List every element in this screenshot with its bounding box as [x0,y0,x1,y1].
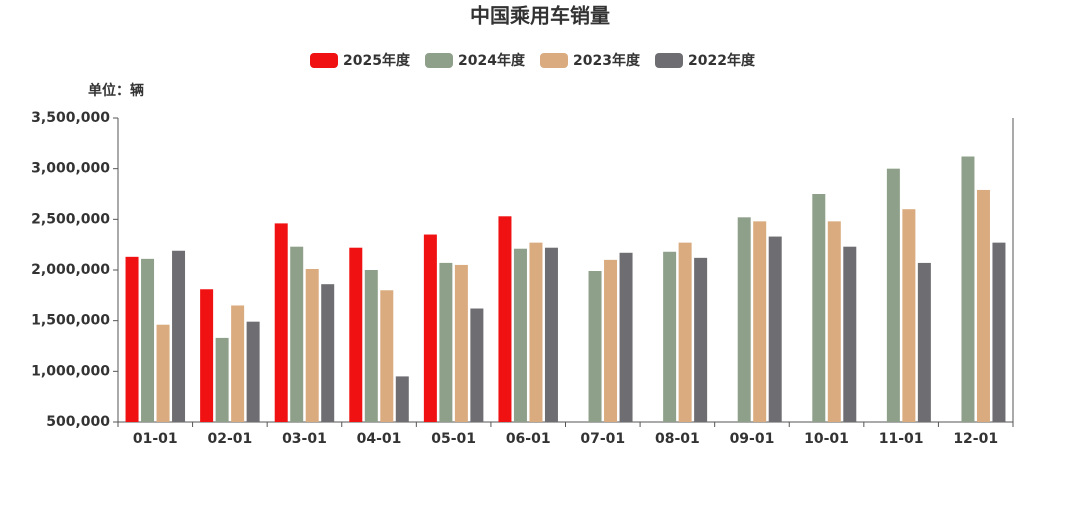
bar [513,248,527,422]
bar [290,246,304,422]
bar [231,305,245,422]
bar [961,156,975,423]
y-tick-label: 2,500,000 [31,211,110,227]
bar [439,262,453,422]
bar [349,247,363,422]
x-tick-label: 05-01 [431,431,476,447]
bar [619,252,633,422]
x-tick-label: 12-01 [953,431,998,447]
bar [529,242,543,422]
legend-swatch [310,53,338,68]
legend-label: 2025年度 [343,52,411,69]
bar [395,376,409,422]
bar [141,258,155,422]
x-tick-label: 03-01 [282,431,327,447]
legend-label: 2022年度 [688,52,756,69]
bar [902,209,916,422]
bar [694,257,708,422]
bar [812,194,826,422]
legend-swatch [540,53,568,68]
bar [305,268,319,422]
bar [544,247,558,422]
bar [976,189,990,422]
x-tick-label: 02-01 [207,431,252,447]
bar [364,270,378,422]
legend-label: 2024年度 [458,52,526,69]
y-tick-label: 3,500,000 [31,110,110,126]
bar [423,234,437,422]
x-tick-label: 07-01 [580,431,625,447]
bar [588,271,602,422]
bar [470,308,484,422]
x-tick-label: 01-01 [133,431,178,447]
bar [604,259,618,422]
bar [321,284,335,422]
bar [663,251,677,422]
bar [274,223,288,422]
bar [737,217,751,422]
bar [768,236,782,422]
bar [678,242,692,422]
x-tick-label: 08-01 [655,431,700,447]
x-tick-label: 10-01 [804,431,849,447]
unit-label: 单位：辆 [88,82,144,99]
y-tick-label: 3,000,000 [31,161,110,177]
y-tick-label: 1,000,000 [31,363,110,379]
bar [246,321,260,422]
bar [498,216,512,422]
y-tick-label: 2,000,000 [31,262,110,278]
bar [200,289,214,422]
chart-title: 中国乘用车销量 [470,4,610,28]
y-tick-label: 500,000 [46,414,110,430]
bar [827,221,841,422]
bar [886,168,900,422]
bar [917,262,931,422]
legend-swatch [425,53,453,68]
bar [156,324,170,422]
bar [454,264,468,422]
bar [172,250,186,422]
bar [992,242,1006,422]
legend-label: 2023年度 [573,52,641,69]
bar [380,290,394,422]
bar [125,256,139,422]
bar [843,246,857,422]
x-tick-label: 04-01 [357,431,402,447]
x-tick-label: 06-01 [506,431,551,447]
bar [215,337,229,422]
x-tick-label: 11-01 [879,431,924,447]
x-tick-label: 09-01 [730,431,775,447]
y-tick-label: 1,500,000 [31,313,110,329]
bar [753,221,767,422]
legend-swatch [655,53,683,68]
